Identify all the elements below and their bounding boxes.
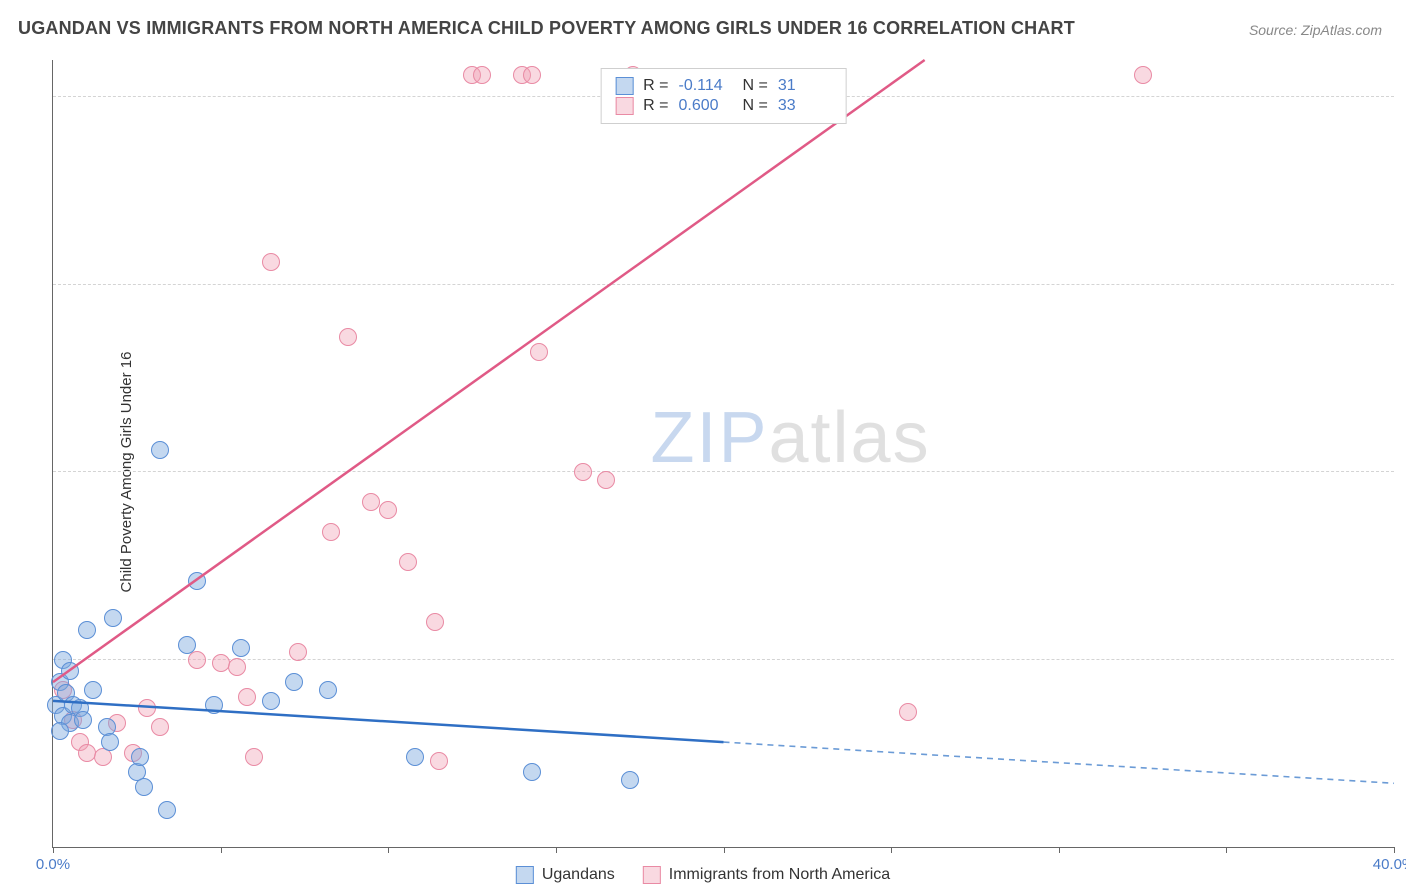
scatter-point-series-a [61,662,79,680]
scatter-point-series-a [285,673,303,691]
gridline [53,284,1394,285]
x-tick [221,847,222,853]
scatter-point-series-a [523,763,541,781]
watermark: ZIPatlas [650,397,930,479]
legend-label-a: Ugandans [542,866,615,884]
swatch-series-b [643,866,661,884]
scatter-point-series-b [245,748,263,766]
x-tick [1394,847,1395,853]
chart-title: UGANDAN VS IMMIGRANTS FROM NORTH AMERICA… [18,18,1075,39]
stats-n-label: N = [743,97,768,115]
scatter-point-series-a [51,722,69,740]
scatter-point-series-b [426,613,444,631]
scatter-point-series-b [78,744,96,762]
x-tick [53,847,54,853]
scatter-point-series-a [319,681,337,699]
scatter-point-series-b [238,688,256,706]
stats-n-value-a: 31 [778,77,832,95]
x-tick-label: 0.0% [36,856,70,873]
scatter-point-series-a [621,771,639,789]
stats-n-label: N = [743,77,768,95]
plot-region: ZIPatlas R = -0.114 N = 31 R = 0.600 N =… [52,60,1394,848]
watermark-atlas: atlas [769,398,931,478]
watermark-zip: ZIP [650,398,768,478]
scatter-point-series-b [523,66,541,84]
scatter-point-series-a [188,572,206,590]
scatter-point-series-a [151,441,169,459]
x-tick-label: 40.0% [1373,856,1406,873]
legend: Ugandans Immigrants from North America [516,866,890,884]
scatter-point-series-a [232,639,250,657]
scatter-point-series-b [212,654,230,672]
swatch-series-a [516,866,534,884]
scatter-point-series-a [101,733,119,751]
scatter-point-series-a [74,711,92,729]
x-tick [388,847,389,853]
swatch-series-b [615,97,633,115]
gridline [53,471,1394,472]
stats-r-value-b: 0.600 [679,97,733,115]
y-tick-label: 50.0% [1400,464,1406,481]
scatter-point-series-b [151,718,169,736]
scatter-point-series-b [138,699,156,717]
legend-item-series-a: Ugandans [516,866,615,884]
scatter-point-series-a [158,801,176,819]
chart-area: Child Poverty Among Girls Under 16 ZIPat… [0,52,1406,892]
stats-r-label: R = [643,97,668,115]
trend-lines [53,60,1394,847]
stats-r-label: R = [643,77,668,95]
stats-n-value-b: 33 [778,97,832,115]
scatter-point-series-b [322,523,340,541]
scatter-point-series-b [574,463,592,481]
scatter-point-series-b [473,66,491,84]
scatter-point-series-a [84,681,102,699]
scatter-point-series-a [262,692,280,710]
scatter-point-series-b [262,253,280,271]
y-tick-label: 100.0% [1400,89,1406,106]
x-tick [724,847,725,853]
scatter-point-series-b [362,493,380,511]
gridline [53,659,1394,660]
scatter-point-series-b [228,658,246,676]
scatter-point-series-a [178,636,196,654]
scatter-point-series-b [399,553,417,571]
scatter-point-series-a [78,621,96,639]
y-tick-label: 75.0% [1400,276,1406,293]
stats-row-series-a: R = -0.114 N = 31 [615,77,832,95]
source-attribution: Source: ZipAtlas.com [1249,22,1382,38]
scatter-point-series-b [597,471,615,489]
scatter-point-series-b [379,501,397,519]
y-tick-label: 25.0% [1400,651,1406,668]
scatter-point-series-a [205,696,223,714]
x-tick [556,847,557,853]
legend-item-series-b: Immigrants from North America [643,866,890,884]
scatter-point-series-a [104,609,122,627]
scatter-point-series-b [289,643,307,661]
scatter-point-series-a [406,748,424,766]
correlation-stats-box: R = -0.114 N = 31 R = 0.600 N = 33 [600,68,847,124]
stats-row-series-b: R = 0.600 N = 33 [615,97,832,115]
scatter-point-series-a [135,778,153,796]
scatter-point-series-b [530,343,548,361]
scatter-point-series-b [899,703,917,721]
scatter-point-series-b [339,328,357,346]
scatter-point-series-b [1134,66,1152,84]
x-tick [1226,847,1227,853]
x-tick [1059,847,1060,853]
scatter-point-series-a [131,748,149,766]
legend-label-b: Immigrants from North America [669,866,890,884]
x-tick [891,847,892,853]
stats-r-value-a: -0.114 [679,77,733,95]
swatch-series-a [615,77,633,95]
scatter-point-series-b [430,752,448,770]
scatter-point-series-b [188,651,206,669]
